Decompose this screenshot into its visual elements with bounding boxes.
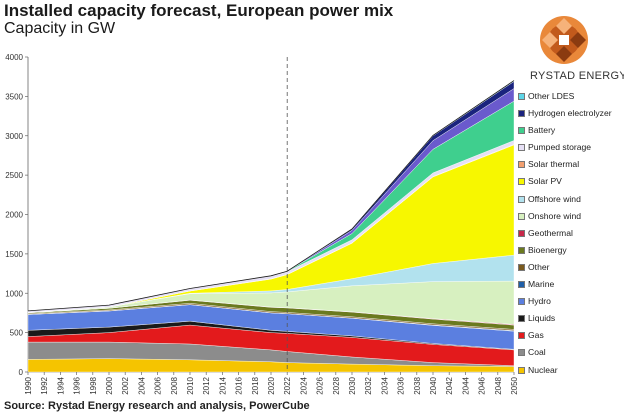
- legend-label: Marine: [528, 279, 555, 290]
- legend-swatch: [518, 93, 525, 100]
- x-tick-label: 2026: [316, 376, 325, 394]
- legend-label: Gas: [528, 330, 544, 341]
- legend-item-bioenergy: Bioenergy: [518, 242, 622, 259]
- legend-item-onshore-wind: Onshore wind: [518, 208, 622, 225]
- legend-label: Pumped storage: [528, 142, 592, 153]
- rystad-logo-icon: [540, 16, 588, 64]
- legend-item-hydrogen-electrolyzer: Hydrogen electrolyzer: [518, 105, 622, 122]
- x-tick-label: 2008: [170, 376, 179, 394]
- x-tick-label: 1998: [89, 376, 98, 394]
- x-tick-label: 2038: [413, 376, 422, 394]
- legend-label: Liquids: [528, 313, 556, 324]
- x-tick-label: 1996: [73, 376, 82, 394]
- x-tick-label: 2048: [494, 376, 503, 394]
- legend-item-solar-pv: Solar PV: [518, 173, 622, 190]
- y-tick-label: 3500: [5, 92, 23, 101]
- x-tick-label: 2006: [154, 376, 163, 394]
- legend-swatch: [518, 178, 525, 186]
- legend-swatch: [518, 315, 525, 323]
- legend-label: Solar thermal: [528, 159, 580, 170]
- legend-swatch: [518, 110, 525, 118]
- legend-swatch: [518, 212, 525, 220]
- y-tick-label: 1500: [5, 250, 23, 259]
- x-tick-label: 2010: [186, 376, 195, 394]
- legend-item-marine: Marine: [518, 276, 622, 293]
- legend-swatch: [518, 229, 525, 237]
- legend-item-solar-thermal: Solar thermal: [518, 156, 622, 173]
- legend-swatch: [518, 281, 525, 289]
- x-tick-label: 2022: [283, 376, 292, 394]
- legend-swatch: [518, 127, 525, 135]
- x-tick-label: 2004: [137, 376, 146, 394]
- x-tick-label: 2034: [380, 376, 389, 394]
- x-tick-label: 2040: [429, 376, 438, 394]
- x-tick-label: 2014: [218, 376, 227, 394]
- legend-item-battery: Battery: [518, 122, 622, 139]
- x-tick-label: 1994: [56, 376, 65, 394]
- x-tick-label: 2020: [267, 376, 276, 394]
- x-tick-label: 2012: [202, 376, 211, 394]
- chart-subtitle: Capacity in GW: [4, 20, 116, 37]
- legend-label: Nuclear: [528, 364, 558, 375]
- x-tick-label: 2042: [445, 376, 454, 394]
- legend-swatch: [518, 161, 525, 169]
- legend-item-coal: Coal: [518, 344, 622, 361]
- x-tick-label: 1992: [40, 376, 49, 394]
- y-tick-label: 1000: [5, 289, 23, 298]
- y-tick-label: 0: [19, 368, 24, 377]
- legend-label: Offshore wind: [528, 193, 581, 204]
- legend-label: Battery: [528, 125, 556, 136]
- legend-swatch: [518, 263, 525, 271]
- x-tick-label: 1990: [24, 376, 33, 394]
- legend-item-other-ldes: Other LDES: [518, 88, 622, 105]
- x-tick-label: 2000: [105, 376, 114, 394]
- y-tick-label: 2000: [5, 211, 23, 220]
- legend-item-gas: Gas: [518, 327, 622, 344]
- x-tick-label: 2046: [478, 376, 487, 394]
- y-tick-label: 500: [10, 329, 24, 338]
- x-tick-label: 2018: [251, 376, 260, 394]
- legend-label: Other: [528, 261, 550, 272]
- legend-swatch: [518, 195, 525, 203]
- x-tick-label: 2002: [121, 376, 130, 394]
- total-outline: [27, 80, 515, 312]
- x-tick-label: 2030: [348, 376, 357, 394]
- y-tick-label: 3000: [5, 132, 23, 141]
- x-tick-label: 2032: [364, 376, 373, 394]
- legend-swatch: [518, 298, 525, 306]
- x-tick-label: 2050: [510, 376, 519, 394]
- legend-swatch: [518, 246, 525, 254]
- legend-label: Coal: [528, 347, 546, 358]
- legend-item-liquids: Liquids: [518, 310, 622, 327]
- legend-item-other: Other: [518, 259, 622, 276]
- legend-label: Other LDES: [528, 91, 575, 101]
- x-tick-label: 2028: [332, 376, 341, 394]
- x-tick-label: 2024: [299, 376, 308, 394]
- legend-item-hydro: Hydro: [518, 293, 622, 310]
- legend-label: Bioenergy: [528, 244, 567, 255]
- brand-name: RYSTAD ENERGY: [530, 70, 624, 82]
- legend-label: Solar PV: [528, 176, 562, 187]
- legend-item-pumped-storage: Pumped storage: [518, 139, 622, 156]
- x-tick-label: 2044: [461, 376, 470, 394]
- y-tick-label: 2500: [5, 171, 23, 180]
- x-tick-label: 2016: [235, 376, 244, 394]
- legend-label: Geothermal: [528, 227, 573, 238]
- y-tick-label: 4000: [5, 53, 23, 62]
- legend-swatch: [518, 144, 525, 152]
- legend-item-nuclear: Nuclear: [518, 362, 622, 379]
- legend-label: Onshore wind: [528, 210, 582, 221]
- legend-swatch: [518, 349, 525, 357]
- legend-item-geothermal: Geothermal: [518, 225, 622, 242]
- legend-label: Hydrogen electrolyzer: [528, 108, 612, 119]
- legend-item-offshore-wind: Offshore wind: [518, 191, 622, 208]
- legend-swatch: [518, 332, 525, 340]
- chart-legend: Other LDES Hydrogen electrolyzer Battery Pu…: [518, 88, 622, 379]
- legend-label: Hydro: [528, 296, 551, 307]
- chart-title: Installed capacity forecast, European po…: [4, 1, 394, 20]
- legend-swatch: [518, 366, 525, 374]
- source-note: Source: Rystad Energy research and analy…: [4, 400, 310, 412]
- x-tick-label: 2036: [397, 376, 406, 394]
